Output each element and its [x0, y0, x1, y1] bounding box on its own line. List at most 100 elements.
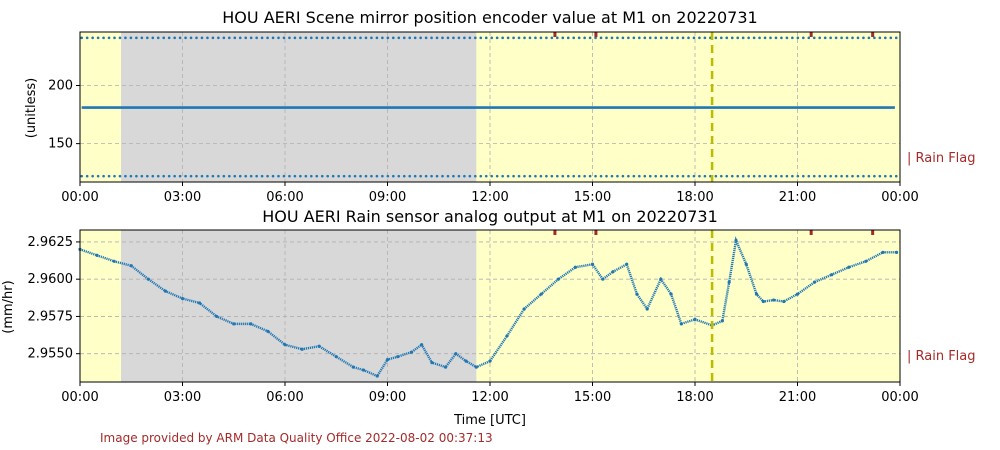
data-point — [413, 36, 417, 40]
data-point — [720, 319, 724, 323]
data-point — [761, 299, 765, 304]
data-point — [534, 36, 537, 40]
mirror-position-panel: HOU AERI Scene mirror position encoder v… — [24, 8, 976, 205]
data-point — [266, 174, 269, 178]
data-point — [215, 314, 219, 319]
data-point — [517, 174, 521, 178]
series-line — [79, 236, 897, 378]
data-point — [288, 174, 291, 178]
x-tick-label: 21:00 — [779, 190, 816, 205]
data-point — [490, 174, 494, 178]
data-point — [771, 298, 776, 302]
data-point — [851, 174, 854, 178]
data-point — [107, 174, 111, 178]
data-point — [300, 347, 304, 351]
y-tick-label: 2.9600 — [28, 272, 74, 287]
data-point — [197, 301, 202, 305]
data-point — [670, 174, 674, 178]
plot-area: 00:00 03:00 06:00 09:00 12:00 15:00 18:00 21:00… — [28, 229, 919, 405]
data-point — [522, 307, 526, 311]
data-point — [392, 174, 395, 178]
data-point — [495, 36, 499, 40]
data-point — [331, 36, 335, 40]
data-point — [102, 174, 105, 178]
data-point — [189, 36, 193, 40]
data-point — [791, 174, 794, 178]
data-point — [479, 174, 483, 178]
data-point — [545, 174, 548, 178]
data-point — [162, 36, 166, 40]
data-point — [151, 36, 155, 40]
data-point — [118, 174, 122, 178]
data-point — [91, 174, 94, 178]
data-point — [359, 174, 362, 178]
data-point — [867, 36, 871, 40]
data-point — [266, 36, 269, 40]
data-point — [823, 36, 827, 40]
data-point — [878, 36, 882, 40]
data-point — [96, 174, 100, 178]
data-point — [156, 174, 160, 178]
data-point — [271, 36, 275, 40]
data-point — [763, 174, 767, 178]
data-point — [228, 36, 231, 40]
data-point — [424, 174, 428, 178]
data-point — [392, 36, 395, 40]
data-point — [528, 174, 532, 178]
data-point — [326, 174, 330, 178]
data-point — [692, 36, 696, 40]
rain-flag-marker — [553, 230, 557, 235]
data-point — [463, 36, 466, 40]
data-point — [413, 174, 417, 178]
data-point — [495, 174, 499, 178]
data-point — [840, 174, 843, 178]
data-point — [627, 174, 630, 178]
data-point — [95, 253, 99, 257]
data-point — [556, 277, 560, 281]
data-point — [572, 36, 576, 40]
data-point — [396, 355, 400, 359]
data-point — [222, 174, 226, 178]
data-point — [233, 174, 237, 178]
data-point — [113, 174, 116, 178]
data-point — [180, 296, 185, 301]
data-point — [744, 262, 748, 266]
x-tick-label: 15:00 — [574, 390, 611, 405]
image-credit: Image provided by ARM Data Quality Offic… — [100, 431, 493, 445]
data-point — [299, 36, 302, 40]
data-point — [337, 36, 340, 40]
data-point — [184, 36, 187, 40]
data-point — [747, 36, 750, 40]
data-point — [304, 174, 308, 178]
data-point — [703, 174, 707, 178]
data-point — [402, 174, 406, 178]
data-point — [802, 36, 805, 40]
data-point — [140, 36, 144, 40]
data-point — [763, 36, 767, 40]
data-point — [512, 36, 515, 40]
data-point — [669, 292, 673, 296]
x-tick-label: 06:00 — [266, 190, 303, 205]
data-point — [420, 343, 424, 347]
data-point — [867, 174, 871, 178]
data-point — [375, 36, 379, 40]
data-point — [601, 277, 605, 281]
data-point — [288, 36, 291, 40]
data-point — [386, 174, 390, 178]
data-point — [566, 174, 570, 178]
data-point — [599, 36, 603, 40]
data-point — [616, 174, 619, 178]
chart-title: HOU AERI Scene mirror position encoder v… — [222, 8, 757, 27]
data-point — [648, 174, 652, 178]
data-point — [734, 238, 738, 243]
data-point — [741, 36, 745, 40]
data-point — [638, 174, 641, 178]
data-point — [381, 36, 384, 40]
data-point — [561, 36, 565, 40]
data-point — [337, 174, 340, 178]
data-point — [397, 174, 401, 178]
data-point — [621, 36, 625, 40]
data-point — [845, 174, 849, 178]
data-point — [561, 174, 565, 178]
data-point — [430, 361, 434, 365]
